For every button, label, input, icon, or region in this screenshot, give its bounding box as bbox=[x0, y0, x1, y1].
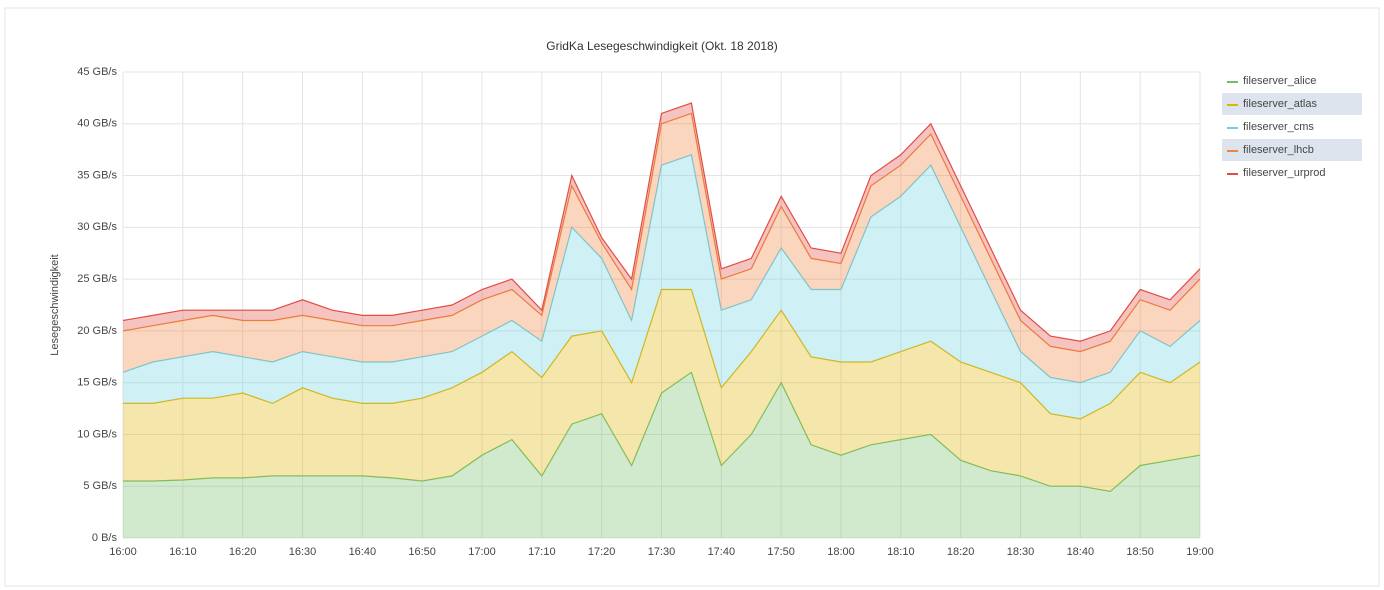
x-tick-label: 17:40 bbox=[708, 546, 736, 558]
legend-highlight bbox=[1222, 139, 1362, 161]
legend-label: fileserver_cms bbox=[1243, 121, 1314, 133]
x-tick-label: 16:10 bbox=[169, 546, 197, 558]
x-tick-label: 18:50 bbox=[1126, 546, 1154, 558]
y-tick-label: 25 GB/s bbox=[77, 273, 117, 285]
x-tick-label: 19:00 bbox=[1186, 546, 1214, 558]
legend-label: fileserver_atlas bbox=[1243, 98, 1317, 110]
x-tick-label: 17:10 bbox=[528, 546, 556, 558]
legend-label: fileserver_urprod bbox=[1243, 167, 1326, 179]
area bbox=[123, 154, 1200, 419]
area bbox=[123, 113, 1200, 383]
line bbox=[122, 102, 1201, 342]
x-tick-label: 17:30 bbox=[648, 546, 676, 558]
x-tick-label: 18:40 bbox=[1067, 546, 1095, 558]
legend-highlight bbox=[1222, 93, 1362, 115]
y-tick-label: 5 GB/s bbox=[83, 480, 117, 492]
y-tick-label: 15 GB/s bbox=[77, 377, 117, 389]
x-tick-label: 18:10 bbox=[887, 546, 915, 558]
y-tick-label: 10 GB/s bbox=[77, 428, 117, 440]
line bbox=[123, 371, 1201, 493]
line bbox=[122, 154, 1201, 384]
x-tick-label: 16:20 bbox=[229, 546, 257, 558]
x-tick-label: 18:00 bbox=[827, 546, 855, 558]
legend-label: fileserver_alice bbox=[1243, 75, 1316, 87]
x-tick-label: 16:40 bbox=[349, 546, 377, 558]
y-tick-label: 0 B/s bbox=[92, 532, 118, 544]
x-tick-label: 17:00 bbox=[468, 546, 496, 558]
x-tick-label: 17:50 bbox=[767, 546, 795, 558]
y-tick-label: 35 GB/s bbox=[77, 169, 117, 181]
area bbox=[123, 372, 1200, 538]
chart-title: GridKa Lesegeschwindigkeit (Okt. 18 2018… bbox=[546, 39, 777, 53]
area bbox=[123, 289, 1200, 492]
x-tick-label: 18:20 bbox=[947, 546, 975, 558]
y-tick-label: 20 GB/s bbox=[77, 325, 117, 337]
y-tick-label: 45 GB/s bbox=[77, 66, 117, 78]
x-tick-label: 16:50 bbox=[408, 546, 436, 558]
y-axis-label: Lesegeschwindigkeit bbox=[49, 254, 61, 356]
y-tick-label: 40 GB/s bbox=[77, 118, 117, 130]
x-tick-label: 17:20 bbox=[588, 546, 616, 558]
line bbox=[123, 288, 1201, 420]
line bbox=[122, 112, 1201, 353]
x-tick-label: 16:00 bbox=[109, 546, 137, 558]
y-tick-label: 30 GB/s bbox=[77, 221, 117, 233]
x-tick-label: 18:30 bbox=[1007, 546, 1035, 558]
x-tick-label: 16:30 bbox=[289, 546, 317, 558]
legend-label: fileserver_lhcb bbox=[1243, 144, 1314, 156]
